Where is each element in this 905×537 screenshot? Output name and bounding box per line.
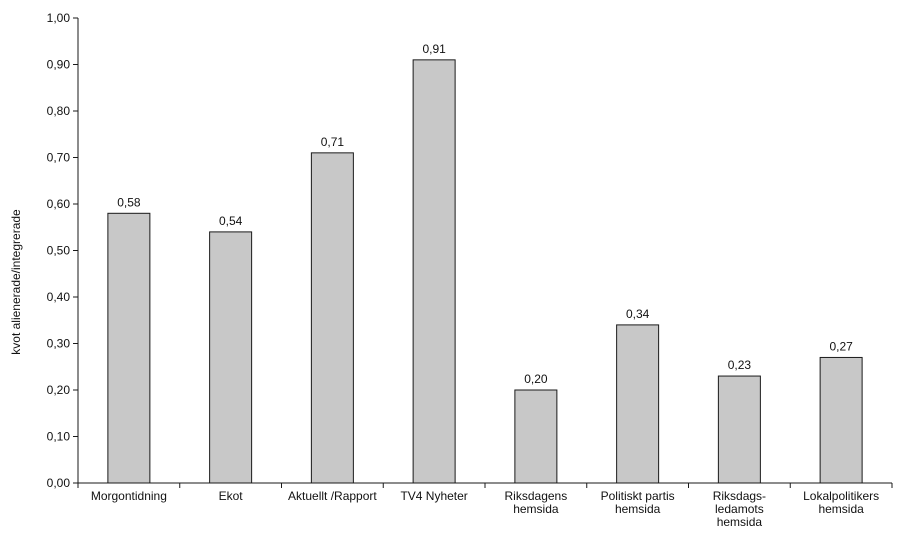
x-category-label: hemsida [615, 502, 661, 516]
bar [107, 212, 151, 484]
bar-value-label: 0,91 [422, 42, 446, 56]
y-tick-label: 1,00 [47, 11, 71, 25]
x-category-label: hemsida [818, 502, 864, 516]
bar-value-label: 0,23 [728, 358, 752, 372]
bar-value-label: 0,27 [829, 339, 853, 353]
y-tick-label: 0,80 [47, 104, 71, 118]
y-axis-title: kvot alienerade/integrerade [9, 209, 23, 355]
y-axis-title-group: kvot alienerade/integrerade [9, 209, 23, 355]
bar [412, 59, 456, 484]
y-tick-label: 0,90 [47, 58, 71, 72]
x-category-label: Politiskt partis [601, 489, 675, 503]
bar-value-label: 0,34 [626, 307, 650, 321]
plot-area: 0,00 0,10 0,20 0,30 0,40 0,50 0,60 0,70 0,80 0,90… [47, 11, 893, 529]
x-category-label: hemsida [513, 502, 559, 516]
x-category-label: Morgontidning [91, 489, 167, 503]
y-tick-label: 0,10 [47, 430, 71, 444]
bar-value-label: 0,71 [321, 135, 345, 149]
bar [819, 356, 863, 484]
y-tick-label: 0,70 [47, 151, 71, 165]
x-category-label: Lokalpolitikers [803, 489, 879, 503]
x-category-label: ledamots [715, 502, 764, 516]
x-category-label: Ekot [219, 489, 244, 503]
x-category-label: Riksdags- [713, 489, 766, 503]
bar-value-label: 0,58 [117, 195, 141, 209]
bar [616, 324, 660, 484]
bar [209, 231, 253, 484]
y-tick-label: 0,20 [47, 383, 71, 397]
y-tick-label: 0,60 [47, 197, 71, 211]
x-category-label: hemsida [717, 515, 763, 529]
x-category-label: Aktuellt /Rapport [288, 489, 377, 503]
y-tick-label: 0,40 [47, 290, 71, 304]
bar-value-label: 0,20 [524, 372, 548, 386]
bar [310, 152, 354, 484]
bar [717, 375, 761, 484]
bar-value-label: 0,54 [219, 214, 243, 228]
x-category-label: TV4 Nyheter [400, 489, 467, 503]
bar [514, 389, 558, 484]
y-tick-label: 0,30 [47, 337, 71, 351]
y-tick-label: 0,00 [47, 476, 71, 490]
x-category-label: Riksdagens [505, 489, 568, 503]
y-tick-label: 0,50 [47, 244, 71, 258]
